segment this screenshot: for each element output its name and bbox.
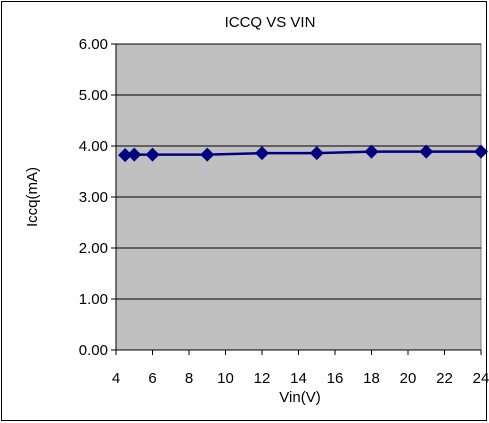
x-tick-label-8: 20 [400, 370, 417, 387]
x-tick-label-9: 22 [436, 370, 453, 387]
x-axis-label: Vin(V) [279, 389, 320, 406]
x-tick-label-5: 14 [290, 370, 307, 387]
x-tick-label-0: 4 [112, 370, 120, 387]
y-tick-label-0: 0.00 [79, 342, 108, 359]
y-tick-label-6: 6.00 [79, 36, 108, 53]
x-tick-label-3: 10 [217, 370, 234, 387]
x-tick-label-2: 8 [185, 370, 193, 387]
y-axis-label: Iccq(mA) [24, 167, 41, 227]
y-tick-label-5: 5.00 [79, 87, 108, 104]
x-tick-label-4: 12 [254, 370, 271, 387]
x-tick-label-6: 16 [327, 370, 344, 387]
x-axis-ticks: 4 6 8 10 12 14 16 18 20 22 24 [112, 350, 489, 387]
x-tick-label-10: 24 [473, 370, 489, 387]
x-tick-label-1: 6 [148, 370, 156, 387]
y-axis-ticks: 0.00 1.00 2.00 3.00 4.00 5.00 6.00 [79, 36, 116, 359]
y-tick-label-3: 3.00 [79, 189, 108, 206]
chart-title: ICCQ VS VIN [225, 14, 316, 31]
y-tick-label-1: 1.00 [79, 291, 108, 308]
x-tick-label-7: 18 [363, 370, 380, 387]
y-tick-label-2: 2.00 [79, 240, 108, 257]
y-tick-label-4: 4.00 [79, 138, 108, 155]
